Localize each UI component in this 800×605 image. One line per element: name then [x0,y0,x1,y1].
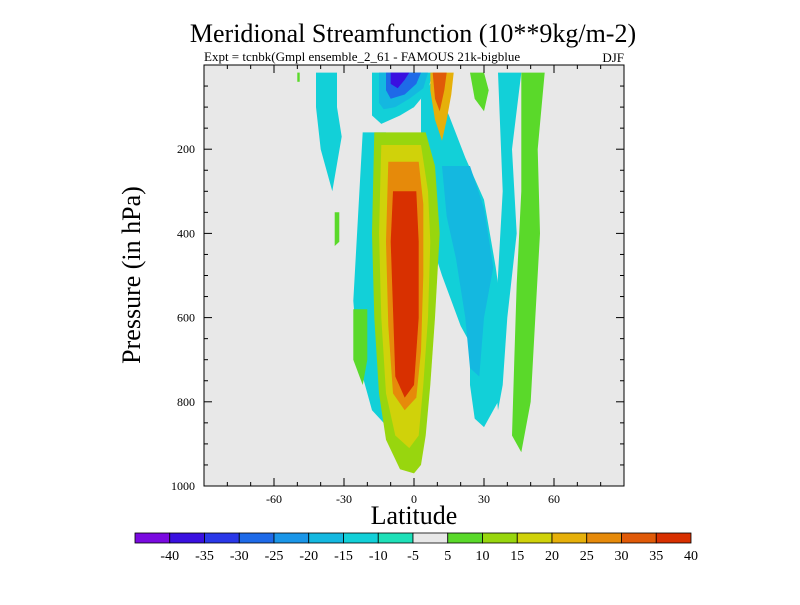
colorbar-label: -20 [299,549,318,564]
y-tick-label: 800 [177,395,195,409]
colorbar-swatch [551,532,588,544]
y-tick-label: 600 [177,311,195,325]
colorbar-swatch [377,532,414,544]
colorbar-label: 5 [444,549,451,564]
colorbar-swatch [273,532,310,544]
contour-region-15 [512,72,545,453]
contour-regions [297,72,545,474]
colorbar-swatch [204,532,240,544]
chart-subtitle: Expt = tcnbk(Gmpl ensemble_2_61 - FAMOUS… [204,49,520,64]
contour-region-13 [432,72,447,112]
x-tick-label: 30 [478,492,490,506]
colorbar-swatch [308,532,344,544]
contour-region-16 [493,72,522,411]
colorbar-swatch [621,532,657,544]
colorbar-label: 10 [476,549,490,564]
colorbar-swatch [655,532,692,544]
y-tick-label: 400 [177,226,195,240]
axis-ticks: -60 -30 0 30 60 200 400 600 800 1000 [171,65,624,506]
colorbar-swatch [586,532,622,544]
colorbar-label: 40 [684,549,698,564]
colorbar-label: -30 [230,549,249,564]
colorbar-swatch [412,532,449,544]
x-tick-label: 60 [548,492,560,506]
x-tick-label: -60 [266,492,282,506]
colorbar-swatch [238,532,275,544]
contour-region-11 [390,191,419,398]
y-tick-label: 1000 [171,479,195,493]
colorbar-swatch [447,532,483,544]
colorbar-swatch [169,532,205,544]
colorbar-label: 35 [649,549,663,564]
colorbar-label: 25 [580,549,594,564]
chart-title: Meridional Streamfunction (10**9kg/m-2) [190,19,636,48]
contour-region-0 [316,72,342,192]
y-axis-label: Pressure (in hPa) [117,186,146,364]
x-axis-label: Latitude [371,501,458,530]
colorbar-swatch [516,532,553,544]
x-tick-label: 0 [411,492,417,506]
y-tick-label: 200 [177,142,195,156]
contour-region-4 [390,72,410,89]
colorbar-label: -25 [265,549,284,564]
colorbar-label: -5 [407,549,419,564]
colorbar-label: 20 [545,549,559,564]
colorbar-label: 15 [510,549,524,564]
colorbar-swatch [343,532,379,544]
contour-region-18 [334,212,340,246]
colorbar-label: -40 [160,549,179,564]
contour-region-6 [442,166,494,377]
colorbar-swatch [482,532,518,544]
colorbar-label: -10 [369,549,388,564]
contour-region-19 [297,72,300,82]
x-tick-label: -30 [336,492,352,506]
contour-region-17 [353,309,368,385]
colorbar-label: 30 [615,549,629,564]
colorbar-label: -35 [195,549,214,564]
contour-region-14 [470,72,489,112]
colorbar-label: -15 [334,549,353,564]
season-label: DJF [602,50,624,65]
colorbar: -40 -35 -30 -25 -20 -15 -10 -5 5 10 15 20 25 30 35 40 [134,532,698,564]
colorbar-swatch [134,532,171,544]
